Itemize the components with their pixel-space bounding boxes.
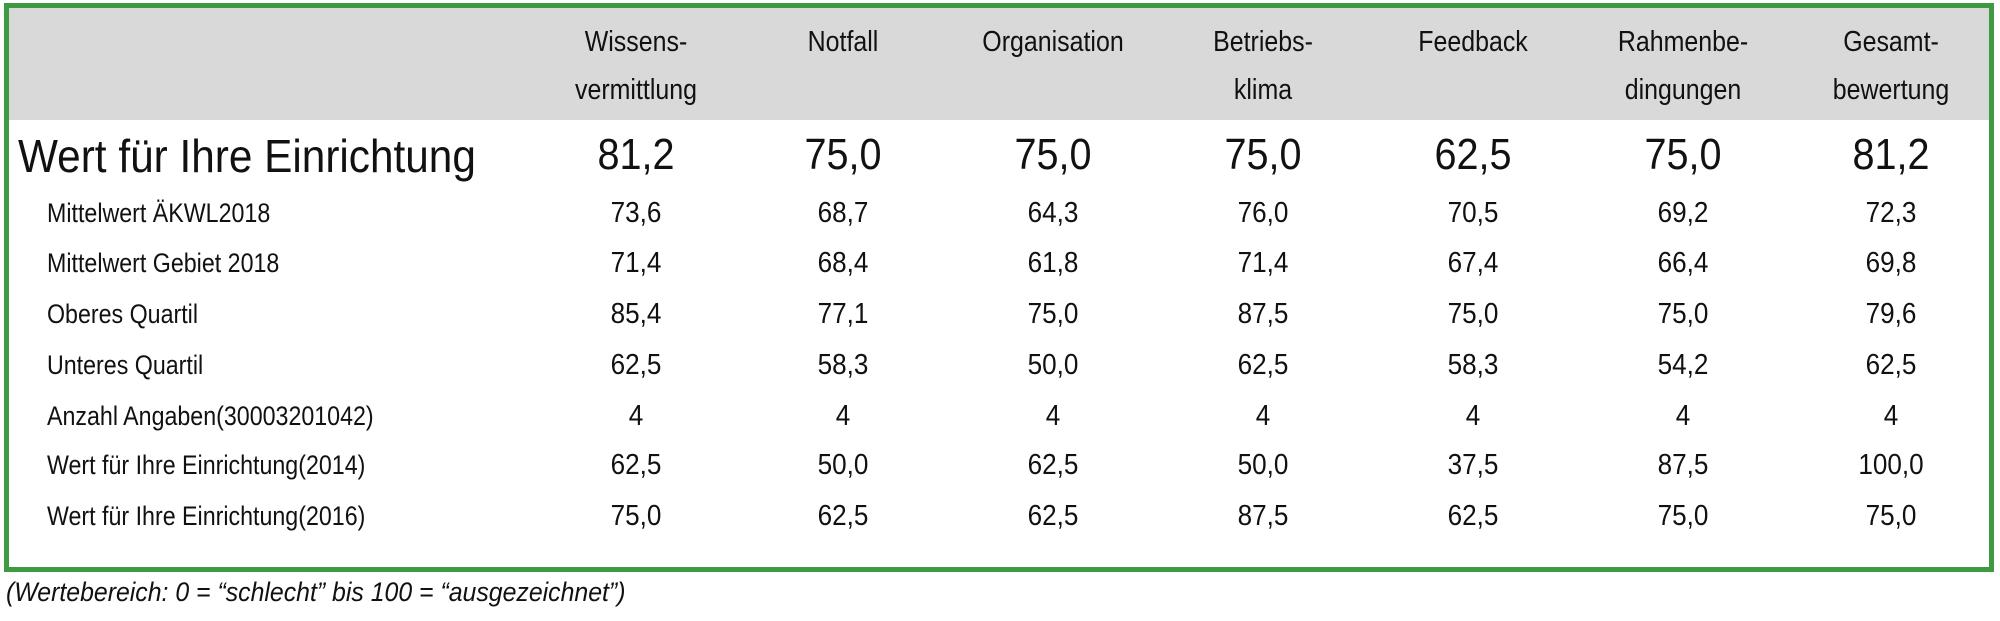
table-cell: 85,4 (610, 298, 662, 330)
column-header: Organisation (971, 18, 1134, 66)
table-cell: 58,3 (817, 349, 869, 381)
table-cell: 61,8 (1027, 247, 1079, 279)
table-cell: 62,5 (1447, 500, 1499, 532)
table-cell: 58,3 (1447, 349, 1499, 381)
table-cell: 62,5 (1027, 449, 1079, 481)
table-cell: 81,2 (597, 130, 675, 179)
table-cell: 75,0 (1224, 130, 1302, 179)
table-cell: 37,5 (1447, 449, 1499, 481)
table-cell: 75,0 (804, 130, 882, 179)
column-header-line: klima (1233, 74, 1293, 106)
table-cell: 62,5 (610, 449, 662, 481)
column-header: Gesamt-bewertung (1809, 18, 1972, 114)
column-header-line: dingungen (1624, 74, 1742, 106)
table-cell: 81,2 (1852, 130, 1930, 179)
table-row: Mittelwert ÄKWL2018 73,6 68,7 64,3 76,0 70,5 6… (9, 188, 1989, 238)
table-cell: 4 (1045, 400, 1061, 432)
table-cell: 75,0 (1644, 130, 1722, 179)
table-cell: 62,5 (1237, 349, 1289, 381)
table-row: Mittelwert Gebiet 2018 71,4 68,4 61,8 71,4 67… (9, 238, 1989, 288)
column-header-line: Wissens- (584, 26, 688, 58)
row-label: Anzahl Angaben(30003201042) (47, 401, 374, 431)
table-row: Anzahl Angaben(30003201042) 4 4 4 4 4 4 4 (9, 391, 1989, 441)
table-cell: 75,0 (1865, 500, 1917, 532)
row-label: Wert für Ihre Einrichtung (18, 130, 476, 182)
table-cell: 4 (1883, 400, 1899, 432)
table-header: Wissens-vermittlung Notfall Organisation Be… (9, 8, 1989, 120)
table-cell: 75,0 (1447, 298, 1499, 330)
row-label: Wert für Ihre Einrichtung(2016) (47, 501, 366, 531)
column-header-line: Rahmenbe- (1617, 26, 1749, 58)
table-cell: 87,5 (1657, 449, 1709, 481)
table-cell: 4 (1255, 400, 1271, 432)
table-cell: 62,5 (1865, 349, 1917, 381)
table-cell: 4 (1465, 400, 1481, 432)
row-label: Unteres Quartil (47, 350, 204, 380)
column-header-line: Feedback (1418, 26, 1528, 58)
row-label: Oberes Quartil (47, 299, 198, 329)
value-range-footnote: (Wertebereich: 0 = “schlecht” bis 100 = … (6, 577, 626, 607)
table-cell: 73,6 (610, 197, 662, 229)
table-cell: 87,5 (1237, 298, 1289, 330)
table-cell: 4 (628, 400, 644, 432)
table-cell: 68,7 (817, 197, 869, 229)
column-header: Feedback (1391, 18, 1554, 66)
table-cell: 50,0 (1027, 349, 1079, 381)
table-cell: 50,0 (1237, 449, 1289, 481)
column-header-line: bewertung (1832, 74, 1950, 106)
row-label: Mittelwert Gebiet 2018 (47, 248, 280, 278)
table-row: Wert für Ihre Einrichtung(2014) 62,5 50,0 6… (9, 440, 1989, 490)
table-row: Wert für Ihre Einrichtung(2016) 75,0 62,5 6… (9, 491, 1989, 541)
table-cell: 79,6 (1865, 298, 1917, 330)
highlight-row: Wert für Ihre Einrichtung 81,2 75,0 75,0 75,… (9, 120, 1989, 190)
column-header: Notfall (761, 18, 924, 66)
table-cell: 72,3 (1865, 197, 1917, 229)
table-cell: 70,5 (1447, 197, 1499, 229)
table-cell: 4 (1675, 400, 1691, 432)
table-cell: 62,5 (817, 500, 869, 532)
table-cell: 66,4 (1657, 247, 1709, 279)
row-label: Wert für Ihre Einrichtung(2014) (47, 450, 366, 480)
table-cell: 62,5 (1434, 130, 1512, 179)
column-header-line: vermittlung (575, 74, 697, 106)
table-cell: 4 (835, 400, 851, 432)
table-cell: 75,0 (1014, 130, 1092, 179)
table-cell: 69,8 (1865, 247, 1917, 279)
column-header-line: Organisation (982, 26, 1124, 58)
column-header: Wissens-vermittlung (554, 18, 717, 114)
column-header-line: Notfall (807, 26, 879, 58)
table-cell: 62,5 (1027, 500, 1079, 532)
table-cell: 62,5 (610, 349, 662, 381)
table-cell: 54,2 (1657, 349, 1709, 381)
table-cell: 64,3 (1027, 197, 1079, 229)
table-cell: 71,4 (610, 247, 662, 279)
table-cell: 50,0 (817, 449, 869, 481)
table-row: Oberes Quartil 85,4 77,1 75,0 87,5 75,0 75,0 79… (9, 289, 1989, 339)
table-cell: 76,0 (1237, 197, 1289, 229)
row-label: Mittelwert ÄKWL2018 (47, 198, 271, 228)
table-cell: 75,0 (1657, 500, 1709, 532)
table-cell: 87,5 (1237, 500, 1289, 532)
table-cell: 69,2 (1657, 197, 1709, 229)
table-cell: 77,1 (817, 298, 869, 330)
results-table: Wissens-vermittlung Notfall Organisation Be… (4, 3, 1994, 572)
table-cell: 67,4 (1447, 247, 1499, 279)
table-cell: 75,0 (1027, 298, 1079, 330)
column-header: Rahmenbe-dingungen (1601, 18, 1764, 114)
table-cell: 100,0 (1858, 449, 1924, 481)
column-header-line: Gesamt- (1843, 26, 1939, 58)
table-cell: 75,0 (610, 500, 662, 532)
table-row: Unteres Quartil 62,5 58,3 50,0 62,5 58,3 54,2 6… (9, 340, 1989, 390)
table-cell: 68,4 (817, 247, 869, 279)
table-cell: 71,4 (1237, 247, 1289, 279)
column-header-line: Betriebs- (1213, 26, 1313, 58)
table-cell: 75,0 (1657, 298, 1709, 330)
column-header: Betriebs-klima (1181, 18, 1344, 114)
